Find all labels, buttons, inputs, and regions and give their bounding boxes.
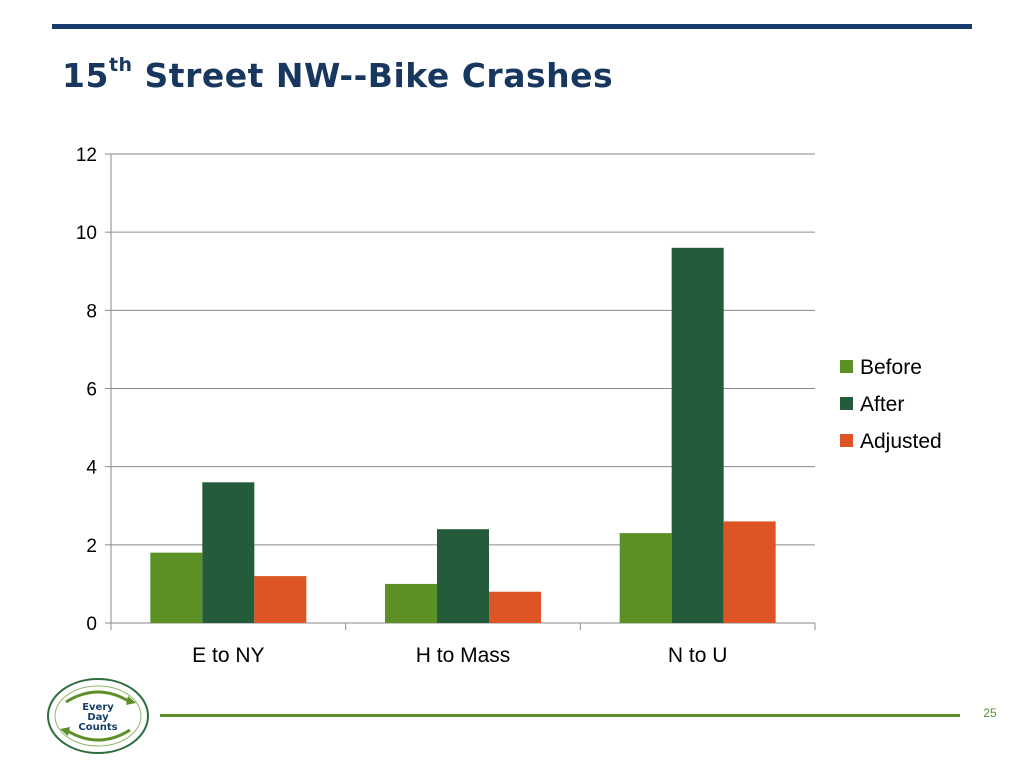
bar-adjusted-0 (254, 576, 307, 623)
legend-swatch (840, 434, 853, 447)
every-day-counts-logo: Every Day Counts (47, 678, 149, 754)
title-main: 15 (62, 56, 109, 95)
page-number: 25 (983, 706, 997, 720)
bar-before-1 (385, 583, 437, 623)
title-superscript: th (108, 54, 133, 76)
bottom-rule (160, 714, 960, 717)
y-tick-label: 6 (86, 380, 97, 401)
bar-adjusted-1 (489, 591, 541, 623)
top-rule (52, 24, 972, 29)
legend-label: After (860, 393, 904, 416)
y-tick-label: 8 (86, 301, 97, 322)
legend-swatch (840, 397, 853, 410)
legend-swatch (840, 360, 853, 373)
svg-text:Counts: Counts (78, 722, 117, 733)
bar-after-2 (671, 247, 724, 624)
svg-text:Day: Day (87, 712, 109, 723)
bar-before-2 (619, 533, 672, 623)
bar-adjusted-2 (723, 521, 776, 623)
y-tick-label: 10 (76, 223, 97, 244)
y-tick-label: 4 (86, 458, 97, 479)
bar-before-0 (150, 552, 203, 623)
x-tick-label: N to U (668, 644, 728, 667)
svg-text:Every: Every (82, 702, 114, 713)
y-tick-label: 2 (86, 536, 97, 557)
slide-title: 15th Street NW--Bike Crashes (62, 54, 614, 95)
legend-label: Adjusted (860, 430, 942, 453)
x-tick-label: E to NY (192, 644, 264, 667)
y-tick-label: 12 (76, 145, 97, 166)
x-tick-label: H to Mass (416, 644, 511, 667)
bar-after-1 (437, 529, 489, 623)
bar-after-0 (202, 482, 255, 623)
y-tick-label: 0 (86, 614, 97, 635)
legend-label: Before (860, 356, 922, 379)
title-rest: Street NW--Bike Crashes (132, 56, 614, 95)
